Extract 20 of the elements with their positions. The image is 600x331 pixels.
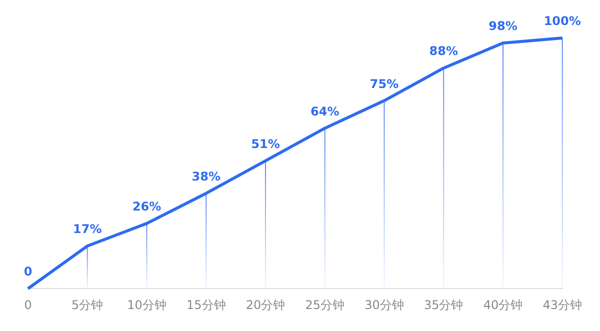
data-label: 0 [24,264,32,279]
data-label: 75% [370,76,399,91]
data-label: 26% [132,200,162,214]
data-label: 98% [488,19,518,34]
x-tick-label: 40分钟 [483,298,523,312]
data-label: 51% [251,136,280,151]
data-label: 100% [544,14,581,28]
x-tick-label: 30分钟 [364,298,404,312]
x-tick-label: 5分钟 [72,298,104,312]
data-label: 88% [429,44,458,58]
x-tick-label: 35分钟 [424,298,464,312]
data-label: 17% [73,222,102,236]
x-tick-label: 43分钟 [542,298,582,312]
data-label: 64% [310,104,340,118]
x-tick-label: 20分钟 [246,298,286,312]
x-tick-label: 25分钟 [305,298,345,312]
data-label: 38% [192,169,220,184]
x-tick-label: 10分钟 [127,298,166,312]
x-tick-label: 15分钟 [186,298,226,312]
x-tick-label: 0 [24,298,32,312]
